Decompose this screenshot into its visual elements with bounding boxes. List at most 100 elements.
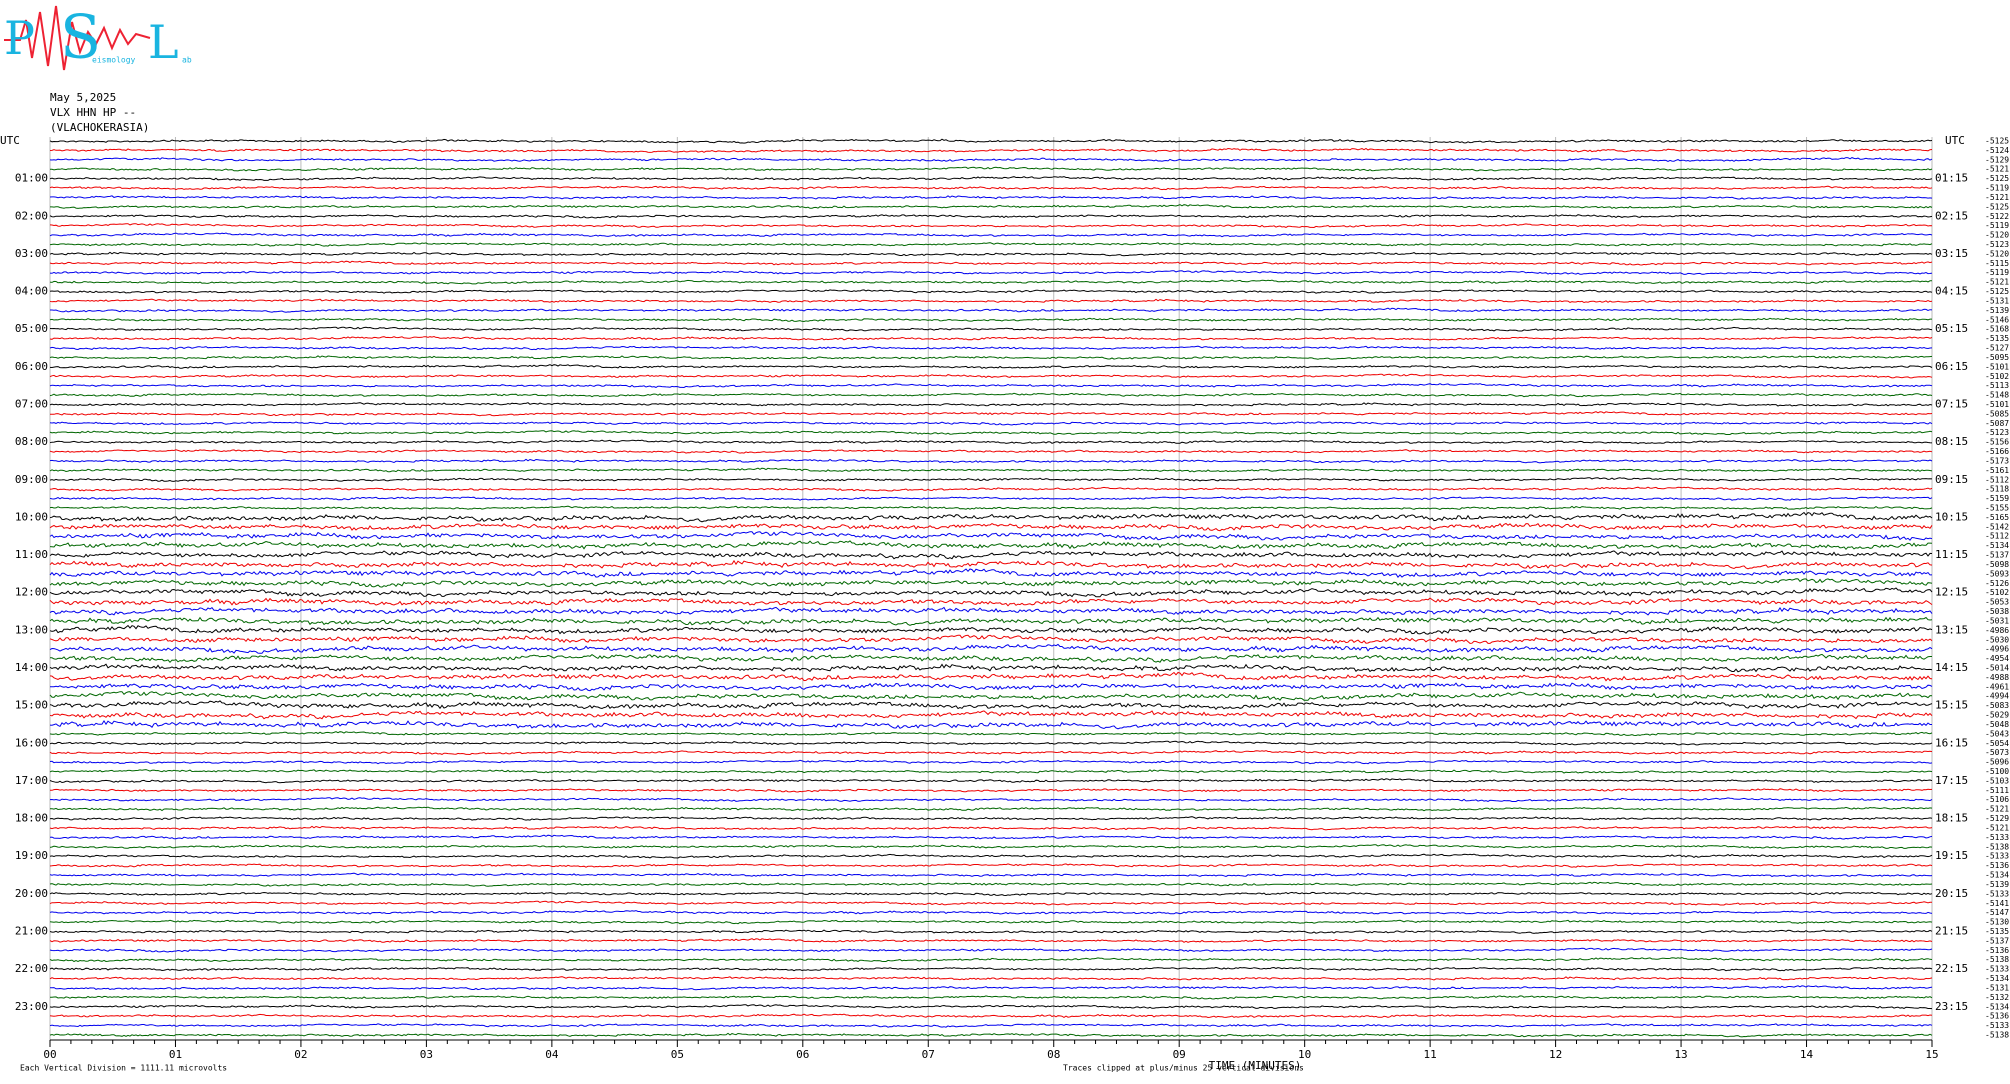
left-hour-label: 21:00 — [15, 924, 48, 937]
trace — [49, 411, 1933, 417]
right-hour-label: 07:15 — [1935, 397, 1968, 410]
trace — [49, 373, 1933, 379]
trace — [49, 691, 1933, 701]
trace — [49, 634, 1933, 644]
x-tick-label: 09 — [1173, 1048, 1186, 1061]
left-hour-label: 08:00 — [15, 435, 48, 448]
trace-offset: -5096 — [1985, 758, 2009, 767]
trace — [49, 147, 1933, 153]
trace-offset: -5121 — [1985, 193, 2009, 202]
trace — [50, 204, 1933, 209]
trace-offset: -5115 — [1985, 259, 2009, 268]
trace-offset: -5155 — [1985, 504, 2009, 513]
trace-offset: -5139 — [1985, 880, 2009, 889]
trace — [49, 759, 1933, 765]
trace-offset: -5112 — [1985, 475, 2009, 484]
left-hour-label: 10:00 — [15, 510, 48, 523]
trace — [49, 251, 1933, 257]
trace — [49, 421, 1933, 426]
left-hour-label: 17:00 — [15, 774, 48, 787]
right-hour-label: 09:15 — [1935, 473, 1968, 486]
trace-offset: -5014 — [1985, 663, 2009, 672]
right-hour-label: 11:15 — [1935, 548, 1968, 561]
x-tick-label: 08 — [1047, 1048, 1060, 1061]
left-hour-label: 16:00 — [15, 736, 48, 749]
footer-right: Traces clipped at plus/minus 25 vertical… — [1063, 1064, 1304, 1073]
trace — [49, 335, 1933, 341]
left-hour-label: 03:00 — [15, 247, 48, 260]
trace-offset: -5134 — [1985, 541, 2009, 550]
trace — [49, 511, 1933, 523]
trace-offset: -5127 — [1985, 344, 2009, 353]
x-tick-label: 12 — [1549, 1048, 1562, 1061]
trace — [49, 844, 1933, 849]
left-hour-label: 04:00 — [15, 285, 48, 298]
trace-offset: -5135 — [1985, 927, 2009, 936]
trace — [49, 881, 1933, 887]
trace — [49, 929, 1933, 934]
right-hour-label: 14:15 — [1935, 661, 1968, 674]
trace — [50, 166, 1933, 172]
trace — [49, 910, 1933, 915]
logo-letter: P — [4, 11, 35, 65]
trace-offset: -5142 — [1985, 522, 2009, 531]
trace-offset: -5141 — [1985, 899, 2009, 908]
trace-offset: -5098 — [1985, 560, 2009, 569]
trace — [49, 806, 1933, 812]
trace-offset: -5131 — [1985, 296, 2009, 305]
trace-offset: -4961 — [1985, 682, 2009, 691]
trace-offset: -5043 — [1985, 729, 2009, 738]
left-hour-label: 06:00 — [15, 360, 48, 373]
trace-offset: -5129 — [1985, 155, 2009, 164]
trace-offset: -5102 — [1985, 588, 2009, 597]
right-hour-label: 21:15 — [1935, 924, 1968, 937]
trace — [49, 430, 1933, 435]
right-hour-label: 19:15 — [1935, 849, 1968, 862]
trace-offset: -5136 — [1985, 946, 2009, 955]
right-hour-label: 03:15 — [1935, 247, 1968, 260]
trace-offset: -5136 — [1985, 861, 2009, 870]
left-hour-label: 18:00 — [15, 812, 48, 825]
trace-offset: -5100 — [1985, 767, 2009, 776]
right-hour-label: 04:15 — [1935, 285, 1968, 298]
logo-word: eismology — [92, 56, 136, 65]
trace — [49, 540, 1933, 551]
trace-offset: -5134 — [1985, 974, 2009, 983]
trace — [49, 872, 1933, 878]
left-hour-label: 20:00 — [15, 887, 48, 900]
trace-offset: -5156 — [1985, 438, 2009, 447]
x-tick-label: 04 — [545, 1048, 559, 1061]
trace — [49, 750, 1933, 756]
right-hour-label: 10:15 — [1935, 510, 1968, 523]
trace-offset: -5119 — [1985, 221, 2009, 230]
trace-offset: -5123 — [1985, 240, 2009, 249]
trace — [49, 710, 1933, 720]
trace-offset: -5112 — [1985, 532, 2009, 541]
trace-offset: -5120 — [1985, 231, 2009, 240]
trace — [49, 1004, 1933, 1010]
logo-word: ab — [182, 56, 192, 65]
left-hour-label: 14:00 — [15, 661, 48, 674]
trace — [49, 624, 1933, 635]
trace-offset: -5147 — [1985, 908, 2009, 917]
trace-offset: -5085 — [1985, 409, 2009, 418]
trace — [49, 682, 1933, 692]
right-hour-label: 22:15 — [1935, 962, 1968, 975]
logo-letter: S — [60, 3, 101, 73]
trace — [49, 976, 1933, 981]
x-title: TIME (MINUTES) — [1209, 1059, 1302, 1072]
trace — [49, 260, 1933, 266]
trace — [49, 643, 1933, 654]
trace-offset: -5137 — [1985, 551, 2009, 560]
trace-offset: -5121 — [1985, 823, 2009, 832]
right-hour-label: 12:15 — [1935, 586, 1968, 599]
trace-offset: -4996 — [1985, 645, 2009, 654]
trace — [49, 157, 1933, 162]
trace-offset: -4986 — [1985, 626, 2009, 635]
trace-offset: -4988 — [1985, 673, 2009, 682]
trace — [49, 550, 1933, 560]
trace-offset: -5083 — [1985, 701, 2009, 710]
right-hour-label: 17:15 — [1935, 774, 1968, 787]
x-tick-label: 03 — [420, 1048, 433, 1061]
trace-offset: -5073 — [1985, 748, 2009, 757]
